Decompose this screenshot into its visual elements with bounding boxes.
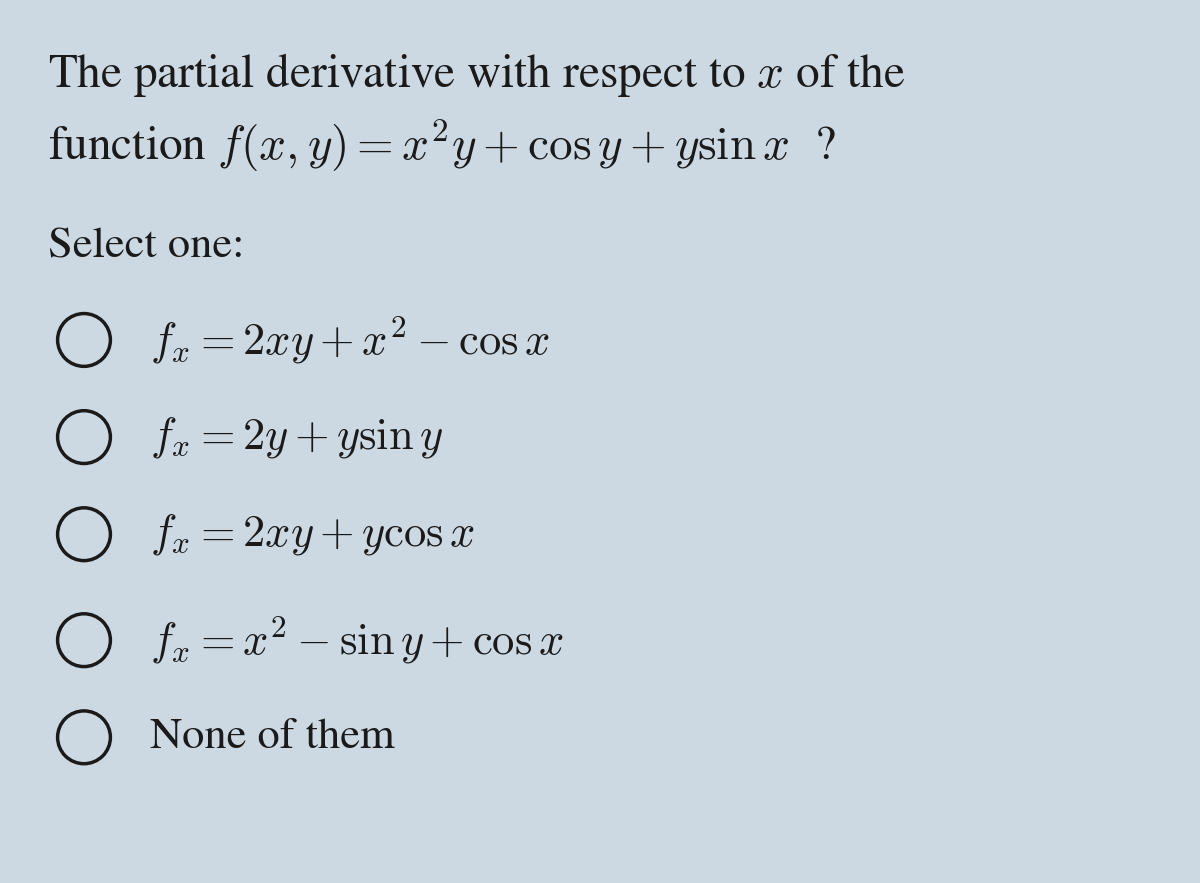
Text: function $f(x, y) = x^2y + \cos y + y\sin x\ $ ?: function $f(x, y) = x^2y + \cos y + y\si… — [48, 117, 836, 174]
Text: Select one:: Select one: — [48, 228, 245, 267]
Text: None of them: None of them — [150, 718, 395, 757]
Text: $f_x = 2xy + y\cos x$: $f_x = 2xy + y\cos x$ — [150, 512, 475, 556]
Text: The partial derivative with respect to $x$ of the: The partial derivative with respect to $… — [48, 51, 905, 99]
Text: $f_x = 2y + y\sin y$: $f_x = 2y + y\sin y$ — [150, 415, 443, 459]
Text: $f_x = 2xy + x^2 - \cos x$: $f_x = 2xy + x^2 - \cos x$ — [150, 314, 550, 366]
Text: $f_x = x^2 - \sin y + \cos x$: $f_x = x^2 - \sin y + \cos x$ — [150, 615, 564, 666]
